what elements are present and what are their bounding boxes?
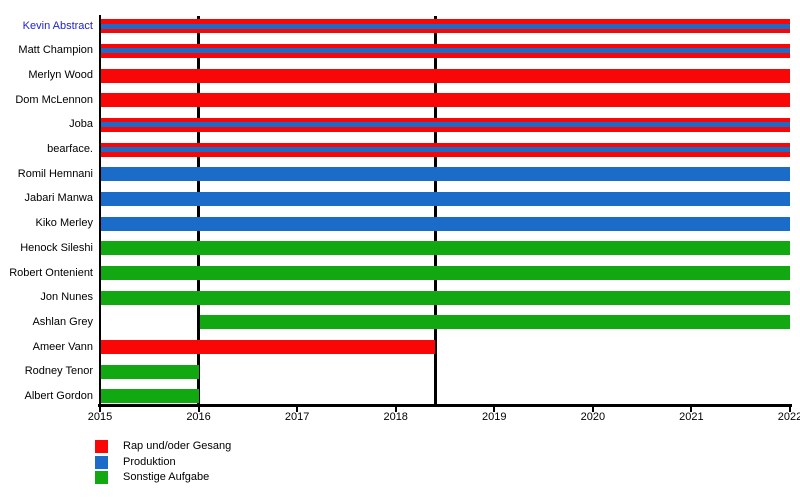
legend-item-rap: Rap und/oder Gesang	[95, 440, 345, 453]
bar-stripe	[101, 28, 790, 34]
bar-jabari-manwa	[101, 191, 790, 206]
bar-romil-hemnani	[101, 167, 790, 182]
bar-stripe	[101, 68, 790, 83]
bar-rodney-tenor	[101, 364, 199, 379]
row-label-joba: Joba	[69, 118, 93, 131]
row-label-ameer-vann: Ameer Vann	[32, 340, 93, 353]
bar-stripe	[101, 117, 790, 123]
bar-ameer-vann	[101, 340, 436, 355]
bar-stripe	[101, 241, 790, 256]
bar-merlyn-wood	[101, 68, 790, 83]
legend-label-produktion: Produktion	[123, 455, 176, 468]
bar-stripe	[101, 53, 790, 58]
legend-item-produktion: Produktion	[95, 455, 345, 469]
bar-stripe	[101, 340, 436, 355]
axis-tick-2021	[690, 406, 693, 412]
bar-stripe	[101, 142, 790, 148]
bar-stripe	[101, 389, 199, 404]
legend-item-sonstige: Sonstige Aufgabe	[95, 471, 345, 485]
axis-label-2022: 2022	[777, 411, 800, 423]
y-axis-line	[98, 15, 101, 406]
bar-stripe	[101, 147, 790, 153]
bar-stripe	[101, 216, 790, 231]
bar-stripe	[101, 152, 790, 157]
bar-stripe	[101, 48, 790, 54]
row-label-kiko-merley: Kiko Merley	[35, 217, 93, 230]
row-label-ashlan-grey: Ashlan Grey	[32, 315, 93, 328]
bar-stripe	[101, 43, 790, 49]
bar-henock-sileshi	[101, 241, 790, 256]
legend-swatch-rap	[95, 440, 108, 453]
bar-joba	[101, 117, 790, 132]
row-label-henock-sileshi: Henock Sileshi	[20, 241, 93, 254]
axis-label-2015: 2015	[87, 411, 113, 423]
axis-tick-2019	[493, 406, 496, 412]
row-label-dom-mclennon: Dom McLennon	[15, 93, 93, 106]
axis-tick-2017	[296, 406, 299, 412]
bar-stripe	[101, 167, 790, 182]
bar-stripe	[101, 127, 790, 132]
bar-stripe	[101, 23, 790, 29]
axis-label-2020: 2020	[580, 411, 606, 423]
row-label-rodney-tenor: Rodney Tenor	[24, 365, 93, 378]
row-label-kevin-abstract[interactable]: Kevin Abstract	[22, 19, 93, 32]
axis-tick-2022	[789, 406, 791, 412]
bar-stripe	[101, 122, 790, 128]
bar-robert-ontenient	[101, 266, 790, 280]
axis-tick-2016	[197, 406, 200, 412]
row-label-albert-gordon: Albert Gordon	[24, 389, 93, 402]
row-label-robert-ontenient: Robert Ontenient	[9, 266, 93, 279]
bar-stripe	[101, 93, 790, 108]
bar-matt-champion	[101, 43, 790, 58]
legend-swatch-produktion	[95, 455, 108, 469]
row-label-romil-hemnani: Romil Hemnani	[17, 167, 93, 180]
bar-dom-mclennon	[101, 93, 790, 108]
bar-stripe	[101, 364, 199, 379]
bar-stripe	[101, 19, 790, 24]
bar-stripe	[101, 191, 790, 206]
row-label-bearface: bearface.	[47, 143, 93, 156]
legend-label-sonstige: Sonstige Aufgabe	[123, 471, 210, 484]
bar-kiko-merley	[101, 216, 790, 231]
bar-stripe	[199, 315, 790, 330]
legend-swatch-sonstige	[95, 471, 108, 485]
axis-label-2016: 2016	[186, 411, 211, 423]
axis-tick-2020	[591, 406, 594, 412]
axis-tick-2015	[99, 406, 101, 412]
bar-ashlan-grey	[199, 315, 790, 330]
axis-label-2018: 2018	[383, 411, 408, 423]
axis-tick-2018	[394, 406, 397, 412]
bar-stripe	[101, 290, 790, 305]
axis-label-2021: 2021	[679, 411, 704, 423]
bar-kevin-abstract	[101, 19, 790, 34]
bar-albert-gordon	[101, 389, 199, 404]
bar-jon-nunes	[101, 290, 790, 305]
x-axis-line	[97, 404, 792, 407]
milestone-line-2016	[197, 16, 201, 404]
row-label-merlyn-wood: Merlyn Wood	[28, 69, 93, 82]
bar-bearface	[101, 142, 790, 157]
row-label-jabari-manwa: Jabari Manwa	[24, 192, 93, 205]
bar-stripe	[101, 266, 790, 280]
milestone-line-2018.4	[433, 16, 437, 404]
legend-label-rap: Rap und/oder Gesang	[123, 440, 232, 452]
axis-label-2017: 2017	[284, 411, 310, 423]
row-label-matt-champion: Matt Champion	[18, 44, 93, 57]
axis-label-2019: 2019	[482, 411, 507, 423]
row-label-jon-nunes: Jon Nunes	[40, 291, 93, 304]
